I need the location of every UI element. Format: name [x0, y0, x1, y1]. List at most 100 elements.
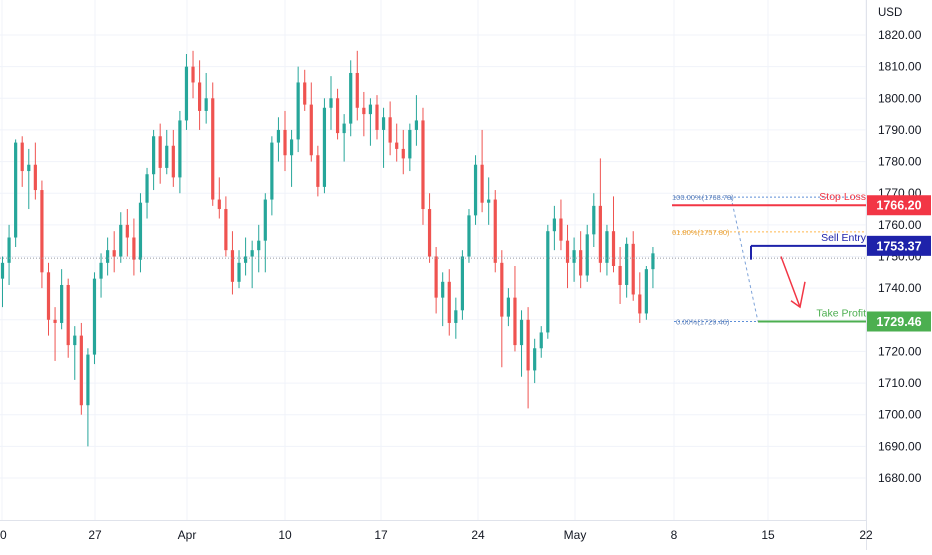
candle-body: [27, 164, 31, 172]
candle-body: [388, 117, 392, 143]
x-tick-label: 24: [471, 528, 485, 542]
currency-label: USD: [878, 7, 902, 19]
candle-body: [217, 199, 221, 210]
x-tick-label: 17: [374, 528, 388, 542]
candle-body: [145, 174, 149, 203]
candle-body: [237, 262, 241, 282]
candle-body: [500, 262, 504, 317]
candle-body: [441, 281, 445, 298]
x-tick-label: 15: [761, 528, 775, 542]
candle-body: [342, 123, 346, 134]
candle-body: [178, 120, 182, 178]
candle-body: [243, 256, 248, 263]
candle-body: [92, 278, 97, 355]
candle-body: [618, 265, 622, 285]
candle-body: [651, 253, 655, 270]
candle-body: [33, 164, 37, 191]
candle-body: [355, 72, 359, 108]
candle-body: [198, 82, 202, 111]
candle-body: [138, 202, 143, 260]
candle-body: [605, 231, 609, 263]
candle-body: [132, 237, 136, 260]
candle-body: [125, 224, 129, 238]
candle-body: [493, 199, 497, 263]
candle-body: [408, 129, 412, 159]
candle-body: [263, 199, 267, 241]
stop-price-badge: [867, 195, 931, 216]
candle-body: [270, 142, 274, 200]
candle-body: [276, 129, 281, 143]
profit-price-badge: [867, 311, 931, 332]
candle-body: [7, 237, 11, 263]
candle-body: [638, 294, 642, 314]
candle-body: [362, 107, 366, 115]
candle-body: [46, 272, 51, 320]
candle-body: [572, 250, 576, 263]
candle-body: [611, 231, 616, 266]
candle-body: [309, 104, 313, 156]
candles-layer: [0, 50, 655, 447]
candle-body: [0, 262, 5, 279]
candle-body: [257, 240, 261, 251]
candle-body: [644, 269, 648, 314]
overlay-layer: 100.00%(1768.78) 61.80%(1757.80) 0.00%(172…: [0, 191, 867, 326]
y-tick-label: 1760.00: [878, 218, 922, 232]
y-tick-label: 1820.00: [878, 28, 922, 42]
candle-body: [434, 256, 438, 298]
candle-body: [79, 335, 83, 406]
candle-body: [283, 129, 287, 156]
candle-body: [631, 243, 635, 295]
x-tick-label: 22: [859, 528, 873, 542]
candle-body: [552, 218, 556, 232]
candle-body: [533, 348, 537, 371]
y-tick-label: 1680.00: [878, 471, 922, 485]
entry-label: Sell Entry: [821, 232, 867, 244]
candle-body: [158, 136, 162, 168]
entry-price-badge: [867, 235, 931, 256]
candle-body: [480, 164, 484, 203]
candle-body: [454, 310, 458, 323]
candle-body: [592, 205, 596, 235]
x-tick-label: 0: [0, 528, 7, 542]
y-tick-label: 1800.00: [878, 91, 922, 105]
candle-body: [99, 262, 103, 279]
candle-body: [335, 98, 340, 134]
candle-body: [171, 145, 175, 178]
candle-body: [598, 205, 602, 263]
y-tick-label: 1810.00: [878, 60, 922, 74]
candle-body: [250, 250, 254, 257]
fib-level-label: 0.00%(1729.46): [676, 317, 730, 326]
candle-body: [513, 297, 517, 346]
candle-body: [119, 224, 123, 257]
x-tick-label: 10: [278, 528, 292, 542]
candle-body: [565, 240, 570, 263]
candle-body: [165, 145, 169, 168]
candle-body: [381, 117, 386, 130]
candle-body: [625, 243, 629, 285]
fib-level-label: 61.80%(1757.80): [672, 228, 730, 237]
candle-body: [447, 281, 451, 323]
fib-trend-line: [730, 196, 759, 322]
entry-price-badge-text: 1753.37: [876, 239, 921, 253]
candle-body: [349, 72, 353, 124]
x-tick-label: 8: [671, 528, 678, 542]
y-tick-label: 1710.00: [878, 376, 922, 390]
candle-body: [427, 209, 432, 257]
y-tick-label: 1780.00: [878, 155, 922, 169]
candle-body: [414, 120, 419, 130]
candle-body: [579, 250, 583, 276]
candle-body: [86, 354, 90, 406]
profit-price-badge-text: 1729.46: [876, 315, 921, 329]
x-tick-label: 27: [88, 528, 102, 542]
candle-body: [585, 234, 589, 276]
candle-body: [211, 98, 215, 200]
candle-body: [322, 107, 327, 187]
candle-body: [559, 218, 563, 241]
y-tick-label: 1700.00: [878, 408, 922, 422]
candle-body: [519, 319, 524, 346]
projection-arrow-shaft: [780, 256, 801, 308]
candle-body: [53, 319, 57, 323]
candle-body: [73, 335, 77, 346]
